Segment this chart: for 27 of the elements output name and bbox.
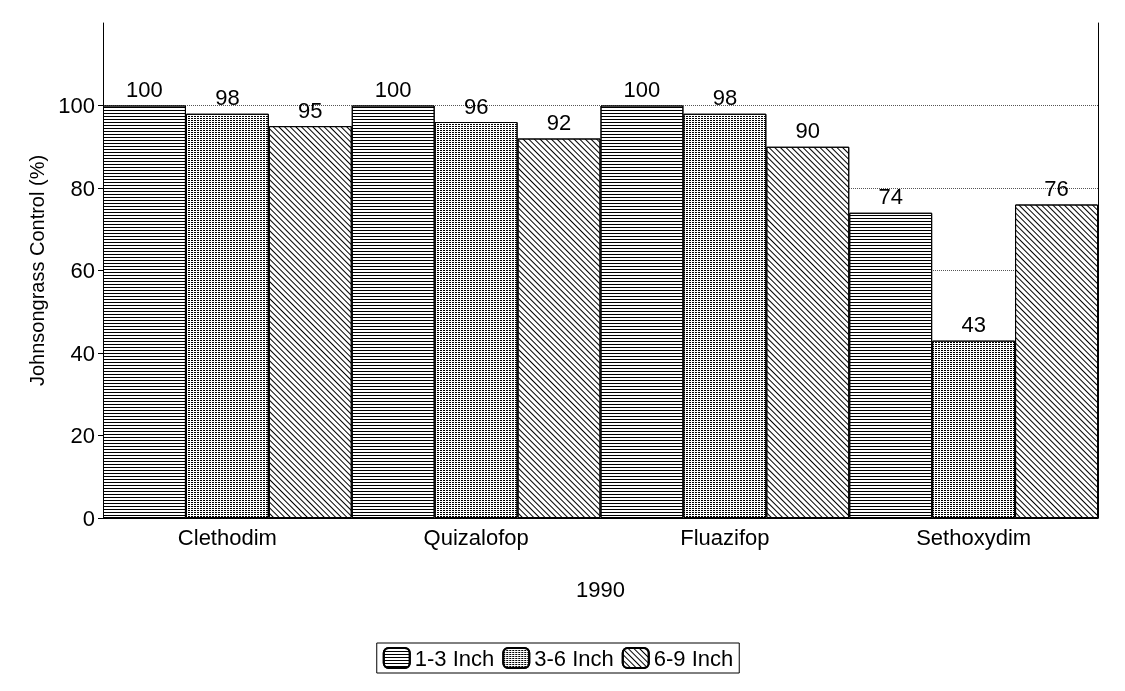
x-tick-label: Quizalofop — [423, 524, 529, 550]
data-label: 100 — [126, 77, 163, 102]
data-label: 76 — [1044, 176, 1069, 201]
y-tick-label: 0 — [82, 505, 95, 531]
y-tick-label: 60 — [70, 258, 95, 283]
data-label: 43 — [961, 312, 986, 338]
data-label: 74 — [878, 184, 903, 210]
legend-label: 1-3 Inch — [414, 645, 495, 671]
data-label: 90 — [795, 118, 821, 144]
x-axis-title: 1990 — [576, 576, 625, 602]
data-label: 100 — [623, 77, 661, 102]
y-axis-title: Johnsongrass Control (%) — [26, 154, 49, 387]
y-tick-label: 20 — [70, 423, 95, 448]
y-tick-label: 100 — [58, 93, 95, 118]
y-tick-label: 80 — [70, 175, 95, 201]
data-label: 98 — [712, 85, 738, 111]
legend-label: 3-6 Inch — [534, 645, 614, 671]
x-tick-label: Sethoxydim — [916, 524, 1032, 550]
x-tick-label: Clethodim — [177, 524, 277, 550]
data-label: 92 — [546, 110, 572, 135]
x-tick-label: Fluazifop — [680, 524, 770, 550]
data-label: 98 — [215, 85, 240, 111]
y-tick-label: 40 — [70, 340, 95, 366]
data-label: 96 — [463, 93, 489, 119]
legend-label: 6-9 Inch — [653, 645, 734, 671]
data-label: 100 — [374, 77, 412, 102]
data-label: 95 — [298, 97, 323, 123]
